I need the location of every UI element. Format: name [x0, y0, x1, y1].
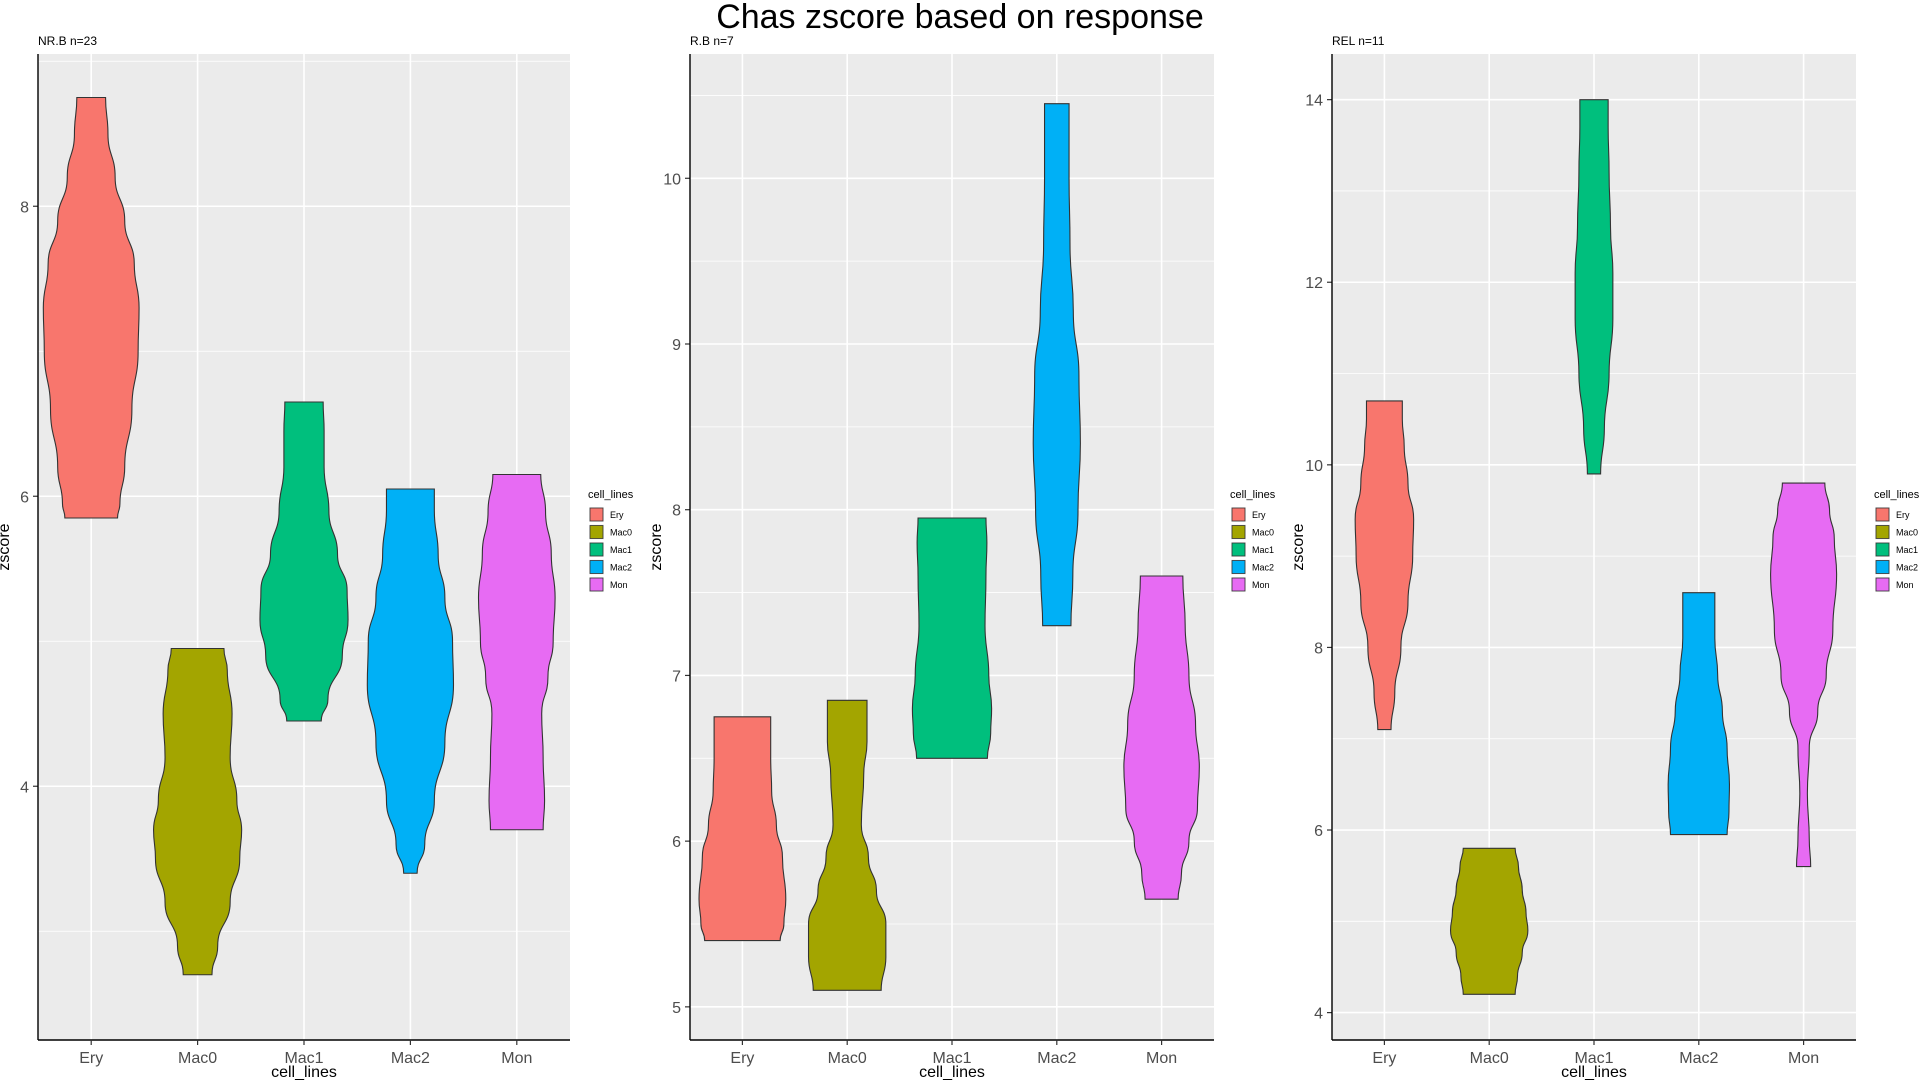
legend: cell_lines Ery Mac0 Mac1 Mac2 Mon: [1230, 489, 1276, 592]
legend-swatch-mac0: [589, 525, 604, 539]
x-tick-label: Mac1: [1574, 1050, 1613, 1067]
x-tick-label: Mac1: [932, 1050, 971, 1067]
violin-mac2: [366, 488, 455, 874]
x-tick-label: Mac0: [178, 1050, 217, 1067]
panel-title: NR.B n=23: [38, 34, 97, 48]
legend-label-mac2: Mac2: [610, 563, 632, 573]
y-axis-title: zscore: [0, 523, 13, 570]
legend-swatch-mac0: [1231, 525, 1246, 539]
violin-ery: [42, 96, 140, 519]
legend-title: cell_lines: [1874, 489, 1920, 501]
x-tick-label: Mac0: [1470, 1050, 1509, 1067]
x-axis-title: cell_lines: [1561, 1064, 1627, 1080]
y-tick-label: 8: [20, 199, 29, 216]
violin-mon: [477, 473, 556, 831]
x-tick-label: Ery: [1372, 1050, 1396, 1067]
legend-label-mon: Mon: [610, 580, 628, 590]
y-tick-label: 6: [20, 489, 29, 506]
legend-label-mac0: Mac0: [610, 528, 632, 538]
violin-mon: [1123, 575, 1200, 900]
legend-title: cell_lines: [1230, 489, 1276, 501]
x-axis-title: cell_lines: [271, 1064, 337, 1080]
legend-swatch-ery: [589, 507, 604, 522]
legend-label-mac0: Mac0: [1252, 528, 1274, 538]
y-tick-label: 6: [1314, 823, 1323, 840]
y-axis-title: zscore: [1290, 523, 1307, 570]
y-tick-label: 9: [672, 337, 681, 354]
legend-swatch-mac1: [1231, 542, 1246, 557]
legend-swatch-ery: [1875, 507, 1890, 522]
legend: cell_lines Ery Mac0 Mac1 Mac2 Mon: [1874, 489, 1920, 592]
panel-title: R.B n=7: [690, 34, 734, 48]
legend-swatch-mac1: [589, 542, 604, 557]
y-tick-label: 10: [663, 171, 681, 188]
legend-swatch-mon: [589, 577, 604, 592]
y-tick-label: 4: [1314, 1006, 1323, 1023]
y-tick-label: 5: [672, 1000, 681, 1017]
x-tick-label: Mac2: [391, 1050, 430, 1067]
x-tick-label: Mac1: [284, 1050, 323, 1067]
violin-mac1: [259, 401, 349, 722]
legend-label-mac2: Mac2: [1896, 563, 1918, 573]
y-tick-label: 4: [20, 779, 29, 796]
legend-label-ery: Ery: [1252, 510, 1266, 520]
y-tick-label: 6: [672, 834, 681, 851]
x-tick-label: Ery: [79, 1050, 103, 1067]
legend-swatch-mon: [1231, 577, 1246, 592]
violin-mac0: [1449, 847, 1529, 995]
legend-label-mac1: Mac1: [1252, 545, 1274, 555]
legend-swatch-mon: [1875, 577, 1890, 592]
x-axis-title: cell_lines: [919, 1064, 985, 1080]
panel-title: REL n=11: [1332, 34, 1385, 48]
y-tick-label: 8: [1314, 640, 1323, 657]
legend-label-mac0: Mac0: [1896, 528, 1918, 538]
legend-swatch-mac2: [589, 560, 604, 574]
x-tick-label: Mon: [1788, 1050, 1819, 1067]
legend-swatch-mac1: [1875, 542, 1890, 557]
y-tick-label: 7: [672, 668, 681, 685]
x-tick-label: Mac0: [828, 1050, 867, 1067]
violin-mon: [1770, 482, 1838, 868]
y-tick-label: 8: [672, 503, 681, 520]
violin-mac2: [1667, 592, 1731, 836]
legend-label-mac2: Mac2: [1252, 563, 1274, 573]
legend-swatch-mac2: [1231, 560, 1246, 574]
y-tick-label: 14: [1305, 93, 1323, 110]
violin-mac1: [911, 517, 993, 759]
x-tick-label: Mon: [501, 1050, 532, 1067]
legend-label-ery: Ery: [610, 510, 624, 520]
legend-label-mac1: Mac1: [1896, 545, 1918, 555]
violin-ery: [1354, 400, 1415, 731]
legend-swatch-ery: [1231, 507, 1246, 522]
violin-mac0: [807, 699, 887, 991]
y-axis-title: zscore: [648, 523, 665, 570]
legend-swatch-mac2: [1875, 560, 1890, 574]
legend-label-mon: Mon: [1896, 580, 1914, 590]
legend-title: cell_lines: [588, 489, 634, 501]
legend-label-ery: Ery: [1896, 510, 1910, 520]
x-tick-label: Mon: [1146, 1050, 1177, 1067]
legend-label-mac1: Mac1: [610, 545, 632, 555]
y-tick-label: 10: [1305, 458, 1323, 475]
violin-ery: [698, 716, 787, 942]
x-tick-label: Ery: [730, 1050, 754, 1067]
figure-title: Chas zscore based on response: [716, 0, 1204, 36]
violin-mac2: [1032, 103, 1081, 627]
x-tick-label: Mac2: [1037, 1050, 1076, 1067]
legend: cell_lines Ery Mac0 Mac1 Mac2 Mon: [588, 489, 634, 592]
legend-label-mon: Mon: [1252, 580, 1270, 590]
violin-mac0: [152, 647, 243, 976]
x-tick-label: Mac2: [1679, 1050, 1718, 1067]
y-tick-label: 12: [1305, 275, 1323, 292]
legend-swatch-mac0: [1875, 525, 1890, 539]
violin-mac1: [1574, 99, 1614, 475]
